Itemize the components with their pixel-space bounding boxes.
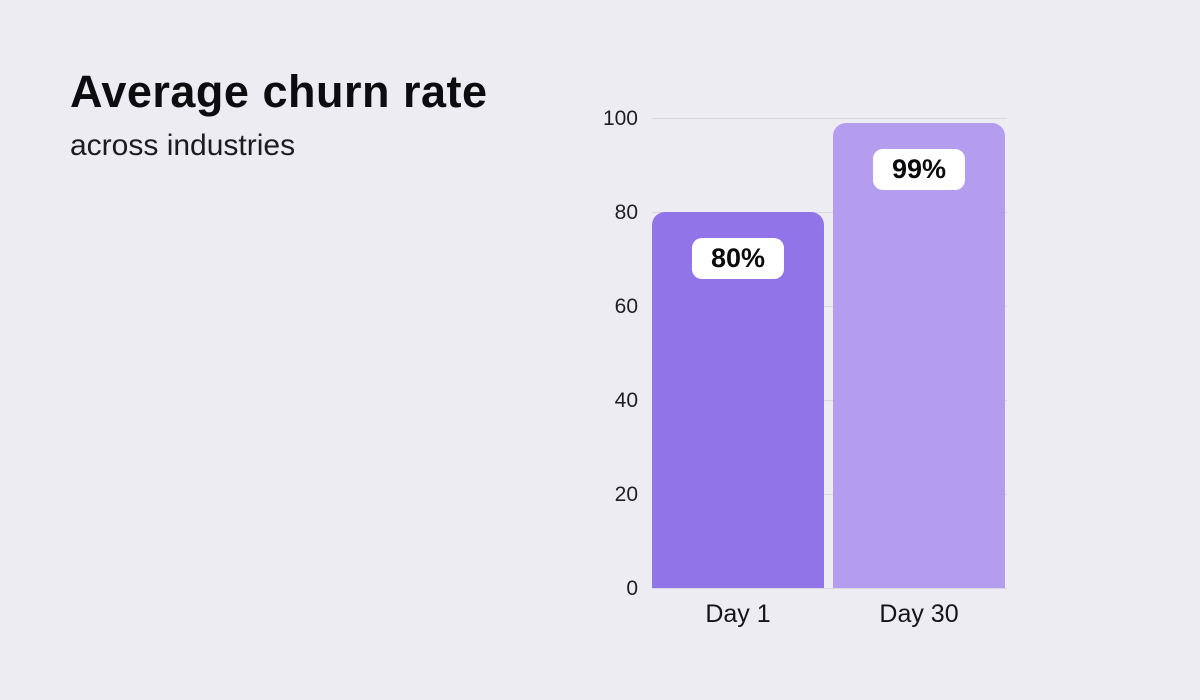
y-axis-tick-label: 60 — [614, 295, 638, 318]
gridline-y-0 — [652, 587, 1007, 589]
x-axis-label-day-1: Day 1 — [705, 600, 771, 628]
y-axis-tick-label: 20 — [614, 483, 638, 506]
gridline-y-60 — [652, 305, 1007, 307]
y-axis-tick-label: 40 — [614, 389, 638, 412]
y-axis-tick-label: 100 — [602, 107, 638, 130]
gridline-y-100 — [652, 117, 1007, 119]
y-axis-tick-label: 0 — [626, 577, 638, 600]
gridline-y-20 — [652, 493, 1007, 495]
y-axis-tick-label: 80 — [614, 201, 638, 224]
page-title: Average churn rate — [70, 66, 488, 117]
title-block: Average churn rate across industries — [70, 62, 490, 165]
x-axis-label-day-30: Day 30 — [879, 600, 959, 628]
bar-day-30: 99% — [833, 122, 1005, 588]
gridline-y-40 — [652, 399, 1007, 401]
bar-value-label: 80% — [691, 238, 785, 279]
gridline-y-80 — [652, 211, 1007, 213]
bar-value-label: 99% — [872, 148, 966, 190]
page-subtitle: across industries — [70, 129, 296, 162]
bar-day-1: 80% — [652, 212, 824, 588]
